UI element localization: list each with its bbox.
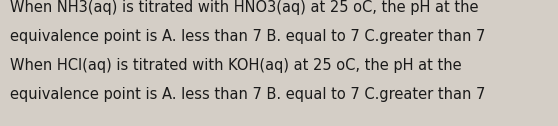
Text: When HCl(aq) is titrated with KOH(aq) at 25 oC, the pH at the: When HCl(aq) is titrated with KOH(aq) at…	[10, 58, 461, 73]
Text: equivalence point is A. less than 7 B. equal to 7 C.greater than 7: equivalence point is A. less than 7 B. e…	[10, 87, 485, 102]
Text: equivalence point is A. less than 7 B. equal to 7 C.greater than 7: equivalence point is A. less than 7 B. e…	[10, 29, 485, 44]
Text: When NH3(aq) is titrated with HNO3(aq) at 25 oC, the pH at the: When NH3(aq) is titrated with HNO3(aq) a…	[10, 0, 479, 15]
